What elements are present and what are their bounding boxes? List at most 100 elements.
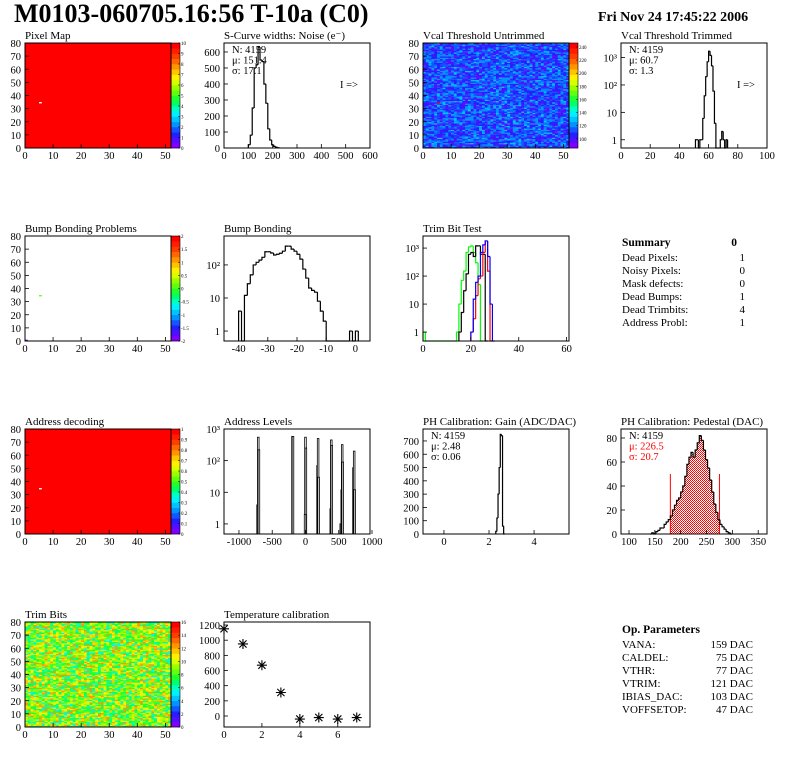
map-cell — [524, 115, 528, 117]
map-cell — [554, 88, 559, 91]
map-cell — [25, 654, 29, 657]
map-cell — [27, 694, 31, 696]
map-cell — [465, 119, 469, 121]
map-cell — [25, 720, 29, 723]
map-cell — [507, 48, 511, 50]
map-cell — [532, 125, 536, 128]
map-cell — [504, 104, 508, 107]
map-cell — [448, 48, 452, 50]
map-cell — [526, 113, 530, 116]
map-cell — [543, 61, 547, 63]
map-cell — [554, 140, 559, 142]
map-cell — [25, 698, 29, 700]
map-cell — [535, 100, 539, 103]
map-cell — [566, 136, 570, 138]
map-cell — [25, 674, 29, 677]
map-cell — [434, 48, 438, 50]
map-cell — [479, 70, 483, 73]
hist-fill-bin — [701, 440, 704, 534]
map-cell — [473, 86, 477, 88]
map-cell — [549, 54, 553, 57]
map-cell — [451, 99, 455, 102]
map-cell — [462, 96, 466, 99]
map-cell — [439, 90, 443, 92]
map-cell — [428, 85, 432, 87]
map-cell — [566, 54, 570, 57]
map-cell — [512, 136, 516, 138]
map-cell — [431, 140, 435, 142]
map-cell — [459, 125, 463, 128]
map-cell — [434, 109, 438, 112]
map-cell — [434, 108, 438, 111]
map-cell — [459, 56, 463, 58]
map-cell — [493, 65, 497, 67]
map-cell — [529, 87, 533, 90]
map-cell — [507, 106, 511, 108]
map-cell — [490, 108, 494, 111]
hist-bin — [238, 310, 242, 341]
map-cell — [467, 65, 472, 67]
map-cell — [510, 71, 514, 74]
map-cell — [465, 125, 469, 128]
map-cell — [507, 67, 511, 70]
map-cell — [540, 57, 545, 60]
map-cell — [442, 79, 446, 82]
map-cell — [524, 145, 528, 147]
map-cell — [521, 134, 525, 137]
map-cell — [453, 121, 457, 124]
map-cell — [481, 77, 486, 79]
map-cell — [479, 75, 483, 78]
map-cell — [554, 117, 559, 120]
map-cell — [529, 117, 533, 120]
map-cell — [529, 75, 533, 78]
map-cell — [428, 107, 432, 109]
map-cell — [442, 144, 446, 146]
map-cell — [501, 100, 505, 103]
map-cell — [549, 65, 553, 67]
map-cell — [538, 99, 542, 102]
map-cell — [453, 67, 457, 70]
map-cell — [25, 677, 29, 679]
map-cell — [518, 116, 522, 119]
hist-bin — [669, 515, 673, 520]
map-cell — [479, 142, 483, 145]
map-cell — [453, 120, 457, 123]
map-cell — [425, 86, 429, 88]
map-cell — [437, 53, 441, 56]
map-cell — [473, 127, 477, 129]
map-cell — [504, 90, 508, 92]
map-cell — [546, 121, 550, 124]
map-cell — [462, 100, 466, 103]
map-cell — [501, 70, 505, 73]
map-cell — [532, 67, 536, 70]
map-cell — [504, 71, 508, 74]
map-cell — [546, 90, 550, 92]
map-cell — [25, 719, 29, 721]
map-cell — [521, 54, 525, 57]
map-cell — [465, 99, 469, 102]
map-cell — [470, 92, 474, 95]
map-cell — [521, 64, 525, 66]
map-cell — [546, 129, 550, 132]
map-cell — [459, 83, 463, 86]
map-cell — [512, 111, 516, 113]
map-cell — [445, 104, 449, 107]
map-cell — [481, 69, 486, 71]
map-cell — [554, 53, 559, 56]
x-tick-label: 300 — [724, 537, 740, 548]
map-cell — [470, 98, 474, 100]
map-cell — [439, 141, 443, 144]
map-cell — [535, 58, 539, 61]
map-cell — [445, 138, 449, 141]
map-cell — [521, 109, 525, 112]
map-cell — [501, 124, 505, 126]
map-cell — [459, 82, 463, 84]
map-cell — [428, 144, 432, 146]
map-cell — [512, 107, 516, 109]
map-cell — [493, 141, 497, 144]
map-cell — [445, 136, 449, 138]
map-cell — [448, 83, 452, 86]
map-cell — [467, 74, 472, 77]
map-cell — [484, 116, 488, 119]
map-cell — [465, 106, 469, 108]
